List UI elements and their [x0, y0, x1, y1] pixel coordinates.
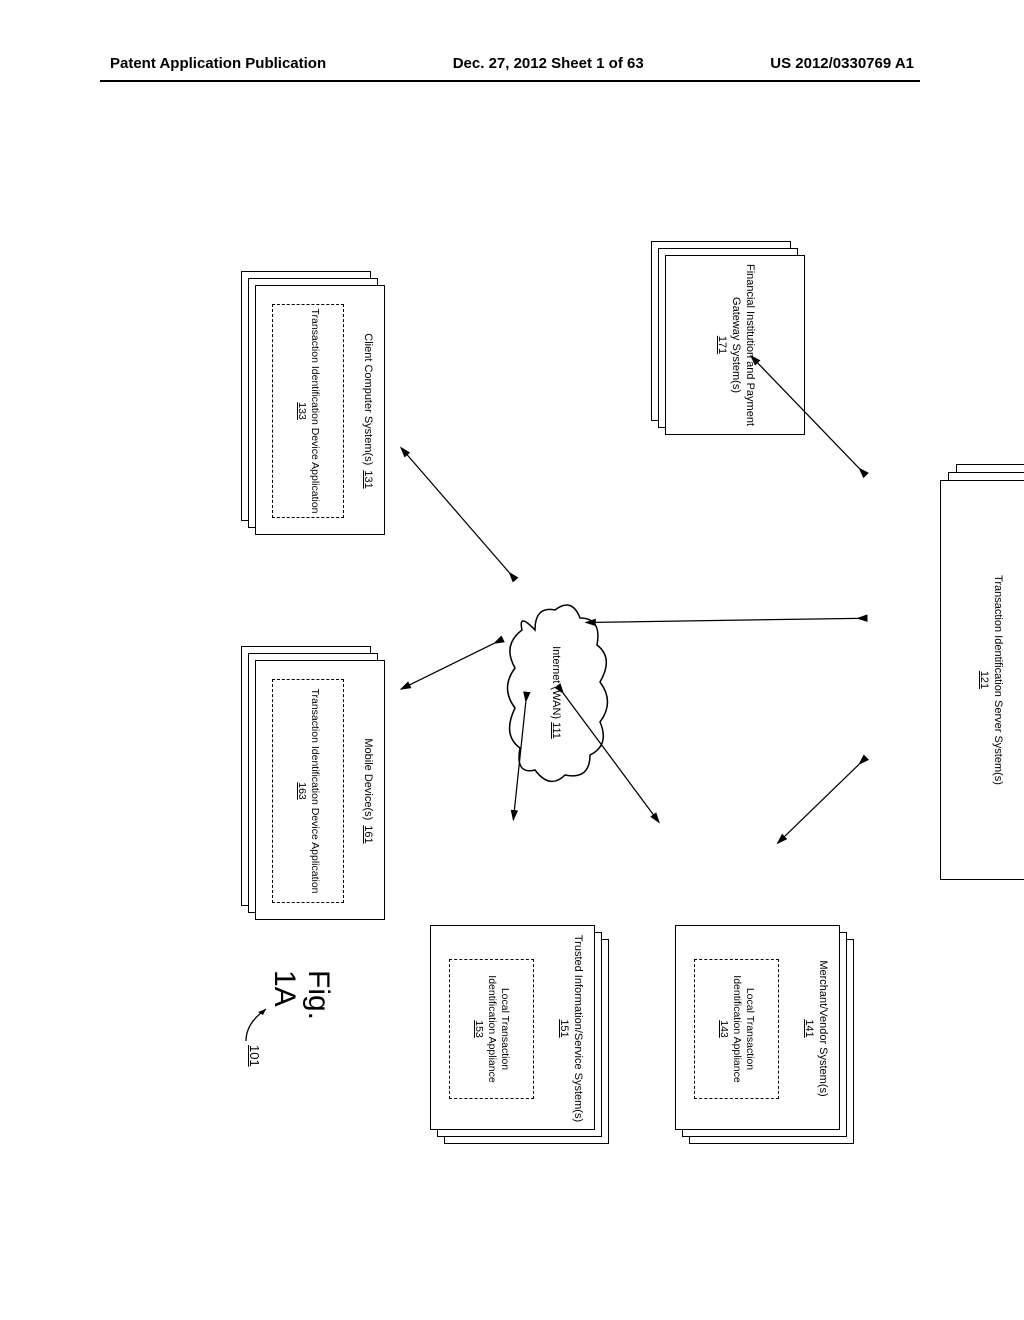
mobile-inner-ref: 163: [295, 782, 308, 800]
header-right: US 2012/0330769 A1: [770, 55, 914, 72]
merchant-node: Merchant/Vendor System(s) 141 Local Tran…: [675, 925, 840, 1130]
internet-label: Internet (WAN): [550, 646, 562, 719]
merchant-inner-ref: 143: [717, 1020, 730, 1038]
figure-label: Fig. 1A: [267, 970, 335, 1060]
server-node: Transaction Identification Server System…: [940, 480, 1024, 880]
mobile-inner-label: Transaction Identification Device Applic…: [308, 688, 321, 893]
client-inner-label: Transaction Identification Device Applic…: [308, 308, 321, 513]
client-ref: 131: [360, 470, 374, 488]
trusted-label: Trusted Information/Service System(s): [570, 935, 584, 1122]
merchant-label: Merchant/Vendor System(s): [815, 960, 829, 1096]
header-rule: [100, 80, 920, 82]
client-inner: Transaction Identification Device Applic…: [272, 304, 344, 518]
diagram: Transaction Identification Server System…: [0, 310, 980, 1060]
financial-ref: 171: [714, 336, 728, 354]
mobile-inner: Transaction Identification Device Applic…: [272, 679, 344, 903]
server-label: Transaction Identification Server System…: [990, 575, 1004, 785]
server-ref: 121: [976, 671, 990, 689]
client-inner-ref: 133: [295, 402, 308, 420]
figure-ref-101: 101: [247, 1045, 262, 1067]
trusted-inner-label: Local Transaction Identification Applian…: [485, 963, 511, 1095]
page-header: Patent Application Publication Dec. 27, …: [0, 55, 1024, 72]
trusted-inner: Local Transaction Identification Applian…: [449, 959, 534, 1099]
financial-node: Financial Institution and Payment Gatewa…: [665, 255, 805, 435]
financial-label: Financial Institution and Payment Gatewa…: [728, 260, 756, 430]
mobile-label: Mobile Device(s): [360, 738, 374, 820]
trusted-node: Trusted Information/Service System(s) 15…: [430, 925, 595, 1130]
trusted-inner-ref: 153: [472, 1020, 485, 1038]
mobile-node: Mobile Device(s) 161 Transaction Identif…: [255, 660, 385, 920]
merchant-inner: Local Transaction Identification Applian…: [694, 959, 779, 1099]
internet-cloud: Internet (WAN) 111: [500, 600, 610, 785]
client-node: Client Computer System(s) 131 Transactio…: [255, 285, 385, 535]
header-mid: Dec. 27, 2012 Sheet 1 of 63: [453, 55, 644, 72]
internet-ref: 111: [550, 722, 562, 739]
mobile-ref: 161: [360, 825, 374, 843]
merchant-inner-label: Local Transaction Identification Applian…: [730, 963, 756, 1095]
trusted-ref: 151: [557, 1019, 571, 1037]
header-left: Patent Application Publication: [110, 55, 326, 72]
client-label: Client Computer System(s): [360, 333, 374, 465]
merchant-ref: 141: [802, 1019, 816, 1037]
